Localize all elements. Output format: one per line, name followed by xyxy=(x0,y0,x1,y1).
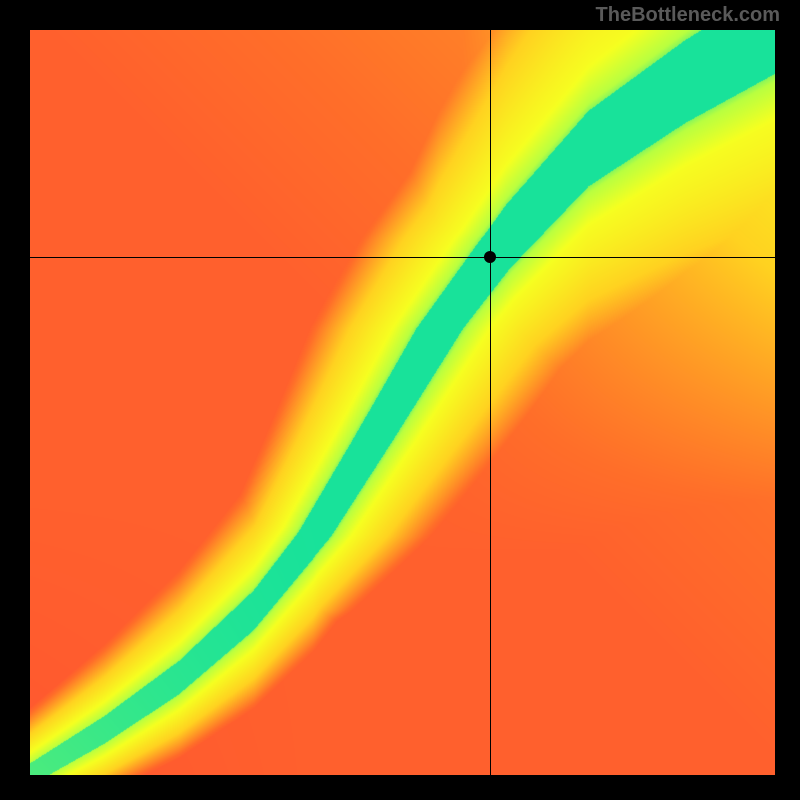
crosshair-vertical xyxy=(490,30,491,775)
bottleneck-heatmap xyxy=(30,30,775,775)
watermark-text: TheBottleneck.com xyxy=(596,4,780,27)
crosshair-horizontal xyxy=(30,257,775,258)
selection-marker xyxy=(484,251,496,263)
heatmap-canvas xyxy=(30,30,775,775)
